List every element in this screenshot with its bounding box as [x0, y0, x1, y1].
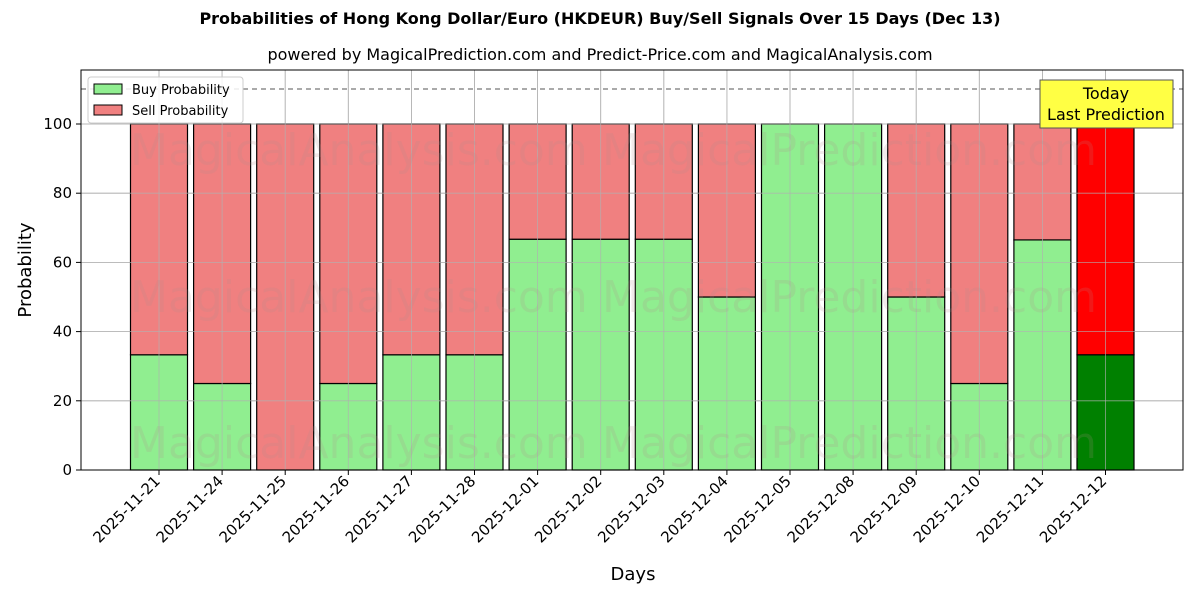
- watermark-text: MagicalAnalysis.com: [130, 125, 588, 176]
- y-tick-label: 20: [53, 392, 72, 410]
- plot-frame: [80, 69, 1184, 471]
- watermark-text: MagicalAnalysis.com: [130, 272, 588, 323]
- watermark-text: MagicalPrediction.com: [602, 125, 1097, 176]
- annotation-line1: Today: [1082, 84, 1129, 103]
- y-tick-label: 40: [53, 323, 72, 341]
- watermark-text: MagicalPrediction.com: [602, 418, 1097, 469]
- x-tick-label: 2025-12-12: [1036, 472, 1110, 546]
- watermark-text: MagicalPrediction.com: [602, 272, 1097, 323]
- x-tick-label: 2025-11-21: [89, 472, 163, 546]
- legend-sell-swatch: [93, 104, 123, 116]
- x-tick-label: 2025-11-24: [153, 472, 227, 546]
- x-tick-label: 2025-12-02: [531, 472, 605, 546]
- y-tick-label: 100: [43, 115, 72, 133]
- y-tick-label: 0: [62, 461, 72, 479]
- x-tick-label: 2025-12-03: [594, 472, 668, 546]
- x-tick-label: 2025-12-09: [847, 472, 921, 546]
- x-tick-label: 2025-12-04: [657, 472, 731, 546]
- today-annotation: Today Last Prediction: [1039, 79, 1174, 129]
- y-axis-label: Probability: [15, 222, 36, 317]
- watermarks: MagicalAnalysis.com MagicalPrediction.com…: [81, 70, 1183, 471]
- x-tick-label: 2025-12-05: [720, 472, 794, 546]
- x-axis-label: Days: [611, 564, 656, 585]
- x-tick-label: 2025-11-28: [405, 472, 479, 546]
- legend: Buy Probability Sell Probability: [87, 76, 244, 124]
- x-tick-label: 2025-12-01: [468, 472, 542, 546]
- y-tick-label: 60: [53, 253, 72, 271]
- y-axis: 0 20 40 60 80 100: [43, 115, 81, 479]
- x-tick-label: 2025-12-10: [910, 472, 984, 546]
- legend-buy-swatch: [93, 83, 123, 95]
- legend-sell-label: Sell Probability: [132, 104, 229, 119]
- legend-buy-label: Buy Probability: [132, 83, 230, 98]
- watermark-text: MagicalAnalysis.com: [130, 418, 588, 469]
- x-tick-label: 2025-11-25: [216, 472, 290, 546]
- chart-title: Probabilities of Hong Kong Dollar/Euro (…: [199, 9, 1001, 28]
- x-tick-label: 2025-11-27: [342, 472, 416, 546]
- y-tick-label: 80: [53, 184, 72, 202]
- x-tick-label: 2025-12-11: [973, 472, 1047, 546]
- x-tick-label: 2025-11-26: [279, 472, 353, 546]
- chart-subtitle: powered by MagicalPrediction.com and Pre…: [267, 45, 933, 64]
- x-tick-label: 2025-12-08: [784, 472, 858, 546]
- x-axis: 2025-11-212025-11-242025-11-252025-11-26…: [89, 470, 1110, 546]
- annotation-line2: Last Prediction: [1047, 105, 1165, 124]
